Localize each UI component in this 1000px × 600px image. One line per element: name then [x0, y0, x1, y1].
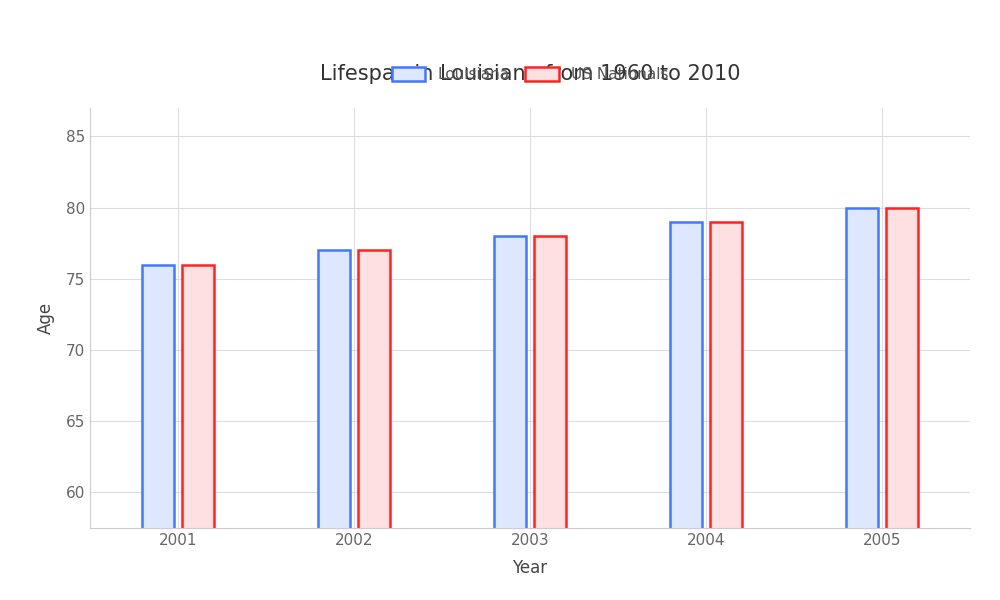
Title: Lifespan in Louisiana from 1960 to 2010: Lifespan in Louisiana from 1960 to 2010 — [320, 64, 740, 84]
Bar — [318, 250, 350, 600]
Legend: Louisiana, US Nationals: Louisiana, US Nationals — [386, 61, 674, 88]
Bar — [534, 236, 566, 600]
Bar — [710, 222, 742, 600]
X-axis label: Year: Year — [512, 559, 548, 577]
Bar — [182, 265, 214, 600]
Bar — [846, 208, 878, 600]
Bar — [494, 236, 526, 600]
Y-axis label: Age: Age — [37, 302, 55, 334]
Bar — [358, 250, 390, 600]
Bar — [670, 222, 702, 600]
Bar — [886, 208, 918, 600]
Bar — [142, 265, 174, 600]
